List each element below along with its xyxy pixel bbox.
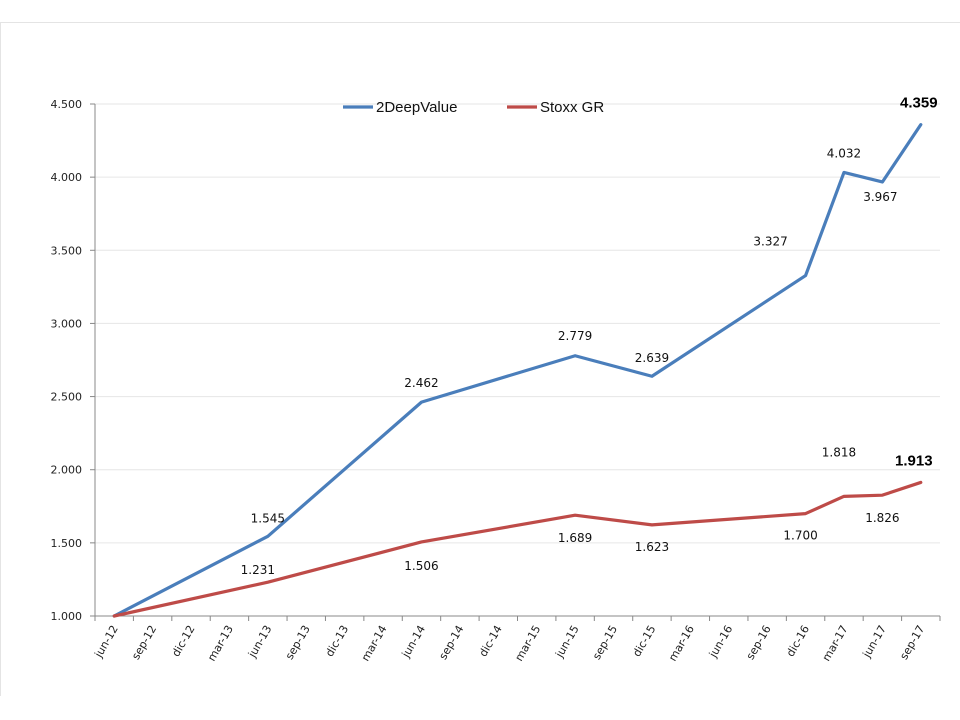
x-tick-label: dic-13: [323, 623, 351, 659]
x-tick-label: sep-13: [283, 623, 313, 662]
x-tick-label: jun-17: [860, 623, 889, 661]
y-tick-label: 1.500: [51, 537, 83, 550]
data-label: 1.231: [241, 563, 275, 577]
data-label: 1.700: [783, 529, 817, 543]
y-tick-label: 2.000: [51, 464, 83, 477]
chart-frame: [0, 22, 960, 696]
series-line-2deepvalue: [112, 123, 923, 618]
x-tick-label: jun-12: [92, 623, 121, 661]
x-tick-label: mar-15: [512, 623, 543, 663]
x-tick-label: dic-14: [477, 623, 505, 659]
y-tick-label: 3.000: [51, 317, 83, 330]
x-tick-label: sep-16: [744, 623, 774, 662]
data-label: 2.779: [558, 329, 592, 343]
data-label: 1.689: [558, 531, 592, 545]
x-tick-label: jun-14: [399, 623, 428, 661]
x-tick-label: jun-13: [245, 623, 274, 661]
data-label: 1.913: [895, 452, 933, 469]
x-tick-label: sep-17: [897, 623, 927, 662]
data-label: 3.327: [753, 235, 787, 249]
x-tick-label: dic-12: [169, 623, 197, 659]
y-tick-label: 3.500: [51, 244, 83, 257]
y-tick-label: 2.500: [51, 391, 83, 404]
x-tick-label: mar-13: [205, 623, 236, 663]
legend-label: 2DeepValue: [376, 99, 457, 116]
data-label: 1.506: [404, 559, 438, 573]
x-tick-label: jun-15: [552, 623, 581, 661]
x-tick-label: sep-15: [590, 623, 620, 662]
y-tick-label: 1.000: [51, 610, 83, 623]
x-tick-label: sep-12: [129, 623, 159, 662]
x-tick-label: mar-17: [820, 623, 851, 663]
data-label: 2.639: [635, 351, 669, 365]
x-tick-label: jun-16: [706, 623, 735, 661]
x-tick-label: dic-16: [784, 623, 812, 659]
legend-label: Stoxx GR: [540, 99, 604, 116]
data-label: 3.967: [863, 190, 897, 204]
data-label: 1.545: [251, 511, 285, 525]
data-label: 1.818: [822, 445, 856, 459]
data-label: 1.623: [635, 540, 669, 554]
x-tick-label: mar-16: [666, 623, 697, 663]
data-label: 1.826: [865, 511, 899, 525]
y-tick-label: 4.500: [51, 98, 83, 111]
series-line-stoxx-gr: [112, 480, 923, 618]
x-tick-label: dic-15: [630, 623, 658, 659]
data-label: 2.462: [404, 376, 438, 390]
x-tick-label: sep-14: [436, 623, 466, 662]
y-tick-label: 4.000: [51, 171, 83, 184]
x-tick-label: mar-14: [359, 623, 390, 663]
data-label: 4.359: [900, 95, 938, 112]
data-label: 4.032: [827, 146, 861, 160]
